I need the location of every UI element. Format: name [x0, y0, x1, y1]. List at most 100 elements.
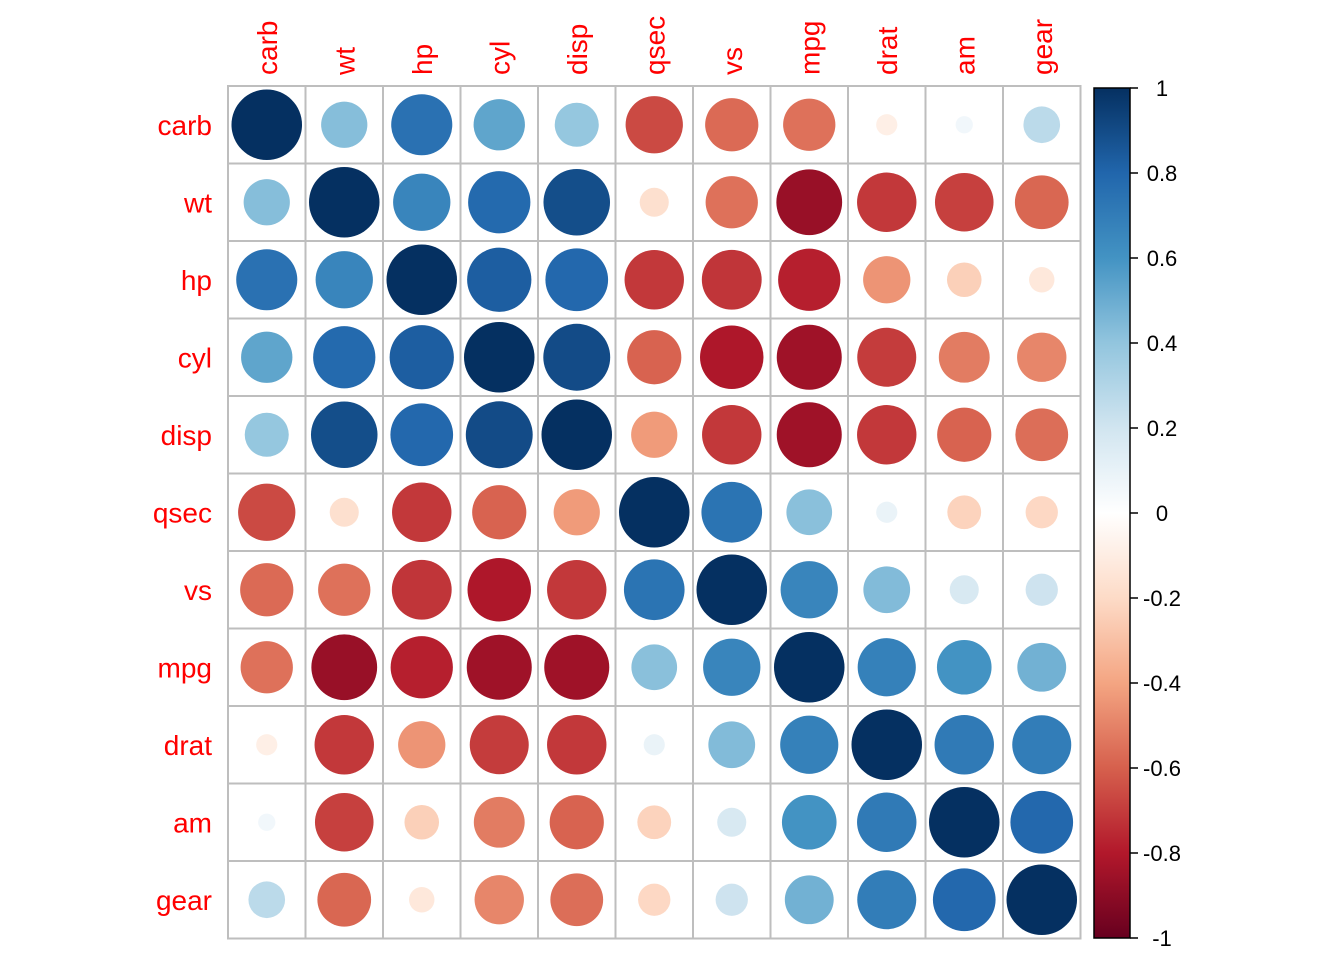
correlation-circle-hp-vs — [701, 249, 762, 310]
correlation-circle-mpg-carb — [240, 641, 293, 694]
correlation-circle-am-carb — [258, 813, 276, 831]
correlation-circle-mpg-drat — [857, 638, 916, 697]
correlation-circle-carb-vs — [705, 98, 759, 152]
correlation-circle-gear-gear — [1006, 864, 1078, 936]
correlation-circle-vs-cyl — [467, 558, 531, 622]
correlation-circle-disp-qsec — [631, 411, 678, 458]
correlation-circle-cyl-disp — [543, 323, 611, 391]
correlation-circle-hp-cyl — [467, 247, 532, 312]
correlation-circle-gear-wt — [317, 872, 372, 927]
column-label-hp: hp — [407, 44, 438, 75]
correlation-circle-carb-wt — [321, 101, 368, 148]
correlation-circle-vs-gear — [1025, 573, 1058, 606]
row-label-wt: wt — [183, 187, 212, 218]
correlation-circle-wt-gear — [1014, 175, 1069, 230]
correlation-circle-drat-disp — [547, 715, 607, 775]
correlation-circle-vs-mpg — [780, 561, 838, 619]
correlation-circle-drat-gear — [1012, 715, 1072, 775]
correlation-circle-hp-mpg — [778, 248, 841, 311]
correlation-circle-carb-am — [955, 116, 973, 134]
correlation-circle-wt-hp — [393, 173, 451, 231]
correlation-circle-qsec-wt — [329, 497, 359, 527]
row-label-mpg: mpg — [158, 652, 212, 683]
correlation-circle-cyl-wt — [313, 326, 376, 389]
row-label-drat: drat — [164, 730, 212, 761]
correlation-circle-am-hp — [404, 804, 440, 840]
correlation-circle-qsec-gear — [1025, 496, 1058, 529]
correlation-circle-drat-am — [934, 715, 994, 775]
correlation-circle-vs-wt — [318, 563, 371, 616]
color-bar — [1093, 87, 1131, 939]
correlation-circle-qsec-mpg — [786, 489, 833, 536]
correlation-circle-carb-carb — [231, 89, 303, 161]
correlation-circle-wt-disp — [543, 168, 611, 236]
correlation-circle-am-am — [928, 786, 1000, 858]
correlation-circle-mpg-disp — [544, 634, 610, 700]
color-bar-tick-label: 0.8 — [1147, 161, 1178, 186]
correlation-circle-qsec-hp — [392, 482, 452, 542]
correlation-circle-gear-cyl — [474, 875, 524, 925]
correlation-circle-am-qsec — [637, 805, 672, 840]
correlation-circle-mpg-hp — [390, 636, 453, 699]
correlation-circle-carb-mpg — [783, 98, 836, 151]
correlation-circle-drat-hp — [398, 721, 446, 769]
color-bar-tick-label: 0.6 — [1147, 246, 1178, 271]
correlation-circle-am-wt — [314, 792, 374, 852]
correlation-circle-disp-carb — [244, 412, 289, 457]
correlation-circle-disp-drat — [857, 405, 917, 465]
correlation-circle-wt-carb — [243, 179, 290, 226]
correlation-circle-vs-qsec — [623, 559, 685, 621]
row-label-am: am — [173, 807, 212, 838]
correlation-circle-carb-gear — [1023, 106, 1061, 144]
correlation-circle-drat-cyl — [469, 715, 529, 775]
correlation-circle-cyl-hp — [389, 325, 454, 390]
row-label-vs: vs — [184, 575, 212, 606]
color-bar-tick-label: -0.4 — [1143, 671, 1181, 696]
color-bar-tick-label: 1 — [1156, 76, 1168, 101]
correlation-circle-gear-vs — [715, 883, 748, 916]
correlation-circle-cyl-mpg — [776, 324, 842, 390]
correlation-circle-vs-drat — [863, 566, 911, 614]
correlation-circle-hp-gear — [1029, 267, 1055, 293]
correlation-circle-mpg-gear — [1017, 642, 1067, 692]
correlation-circle-wt-cyl — [468, 171, 531, 234]
row-label-qsec: qsec — [153, 497, 212, 528]
correlation-circle-disp-hp — [390, 403, 454, 467]
column-label-qsec: qsec — [639, 16, 670, 75]
correlation-circle-qsec-cyl — [472, 485, 527, 540]
correlation-circle-drat-wt — [314, 715, 374, 775]
correlation-circle-vs-carb — [240, 563, 294, 617]
correlation-circle-disp-gear — [1015, 408, 1069, 462]
correlation-circle-hp-wt — [315, 251, 373, 309]
column-label-cyl: cyl — [484, 41, 515, 75]
column-label-gear: gear — [1027, 19, 1058, 75]
correlation-circle-gear-mpg — [784, 875, 834, 925]
correlation-circle-disp-cyl — [465, 401, 533, 469]
correlation-circle-mpg-qsec — [631, 644, 678, 691]
row-label-hp: hp — [181, 265, 212, 296]
correlation-circle-drat-vs — [708, 721, 756, 769]
correlation-circle-qsec-carb — [238, 483, 296, 541]
column-label-drat: drat — [872, 27, 903, 75]
color-bar-tick-label: -1 — [1152, 926, 1172, 951]
correlation-circle-am-gear — [1010, 790, 1074, 854]
color-bar-tick-label: -0.8 — [1143, 841, 1181, 866]
correlation-circle-cyl-qsec — [627, 330, 682, 385]
correlation-circle-qsec-drat — [876, 501, 898, 523]
column-label-am: am — [949, 36, 980, 75]
correlation-circle-wt-mpg — [776, 169, 843, 236]
correlation-circle-carb-qsec — [625, 96, 683, 154]
correlation-circle-am-drat — [857, 792, 917, 852]
correlation-circle-wt-vs — [705, 176, 758, 229]
correlation-circle-mpg-wt — [311, 634, 378, 701]
correlation-circle-hp-hp — [386, 244, 458, 316]
correlation-circle-cyl-carb — [241, 331, 293, 383]
correlation-circle-am-mpg — [781, 794, 837, 850]
correlation-circle-carb-cyl — [473, 99, 525, 151]
correlation-circle-wt-wt — [308, 166, 380, 238]
correlation-circle-qsec-am — [947, 495, 982, 530]
column-label-wt: wt — [329, 47, 360, 76]
correlation-circle-drat-drat — [851, 709, 923, 781]
correlation-circle-drat-mpg — [780, 715, 839, 774]
correlation-circle-wt-drat — [857, 172, 917, 232]
